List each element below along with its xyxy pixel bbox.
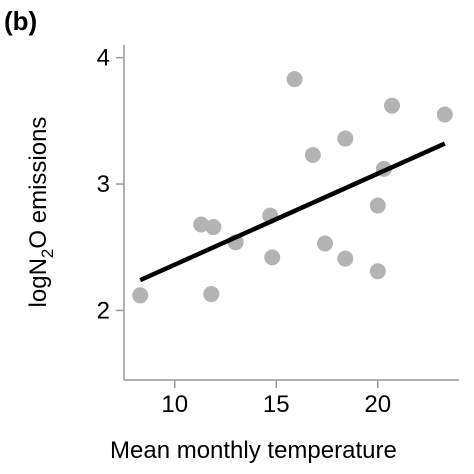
data-point	[132, 287, 149, 304]
y-axis-label-prefix: logN	[25, 258, 52, 307]
data-point	[369, 263, 386, 280]
y-axis-label: logN2O emissions	[25, 117, 57, 308]
data-point	[304, 146, 321, 163]
trend-line	[139, 141, 446, 283]
data-point	[337, 250, 354, 267]
y-axis-label-subscript: 2	[38, 249, 57, 258]
data-point	[369, 197, 386, 214]
data-point	[205, 219, 222, 236]
data-point	[436, 106, 453, 123]
y-ticks: 2 3 4	[97, 45, 124, 324]
data-point	[384, 97, 400, 114]
trend-line-group	[139, 141, 446, 283]
y-tick-label: 2	[97, 297, 110, 324]
x-tick-label: 20	[364, 391, 391, 418]
axes	[123, 45, 459, 381]
data-point	[193, 216, 210, 233]
panel-label: (b)	[4, 6, 37, 36]
x-ticks: 10 15 20	[161, 380, 391, 418]
data-point	[317, 235, 333, 252]
data-point	[203, 286, 220, 303]
x-tick-label: 10	[161, 391, 188, 418]
data-points	[132, 71, 453, 304]
y-tick-label: 3	[97, 171, 110, 198]
data-point	[264, 249, 281, 266]
y-axis-label-suffix: O emissions	[25, 117, 52, 249]
x-axis-label: Mean monthly temperature	[110, 437, 397, 464]
data-point	[286, 71, 303, 88]
y-tick-label: 4	[97, 45, 110, 72]
x-tick-label: 15	[263, 391, 290, 418]
data-point	[337, 130, 354, 147]
